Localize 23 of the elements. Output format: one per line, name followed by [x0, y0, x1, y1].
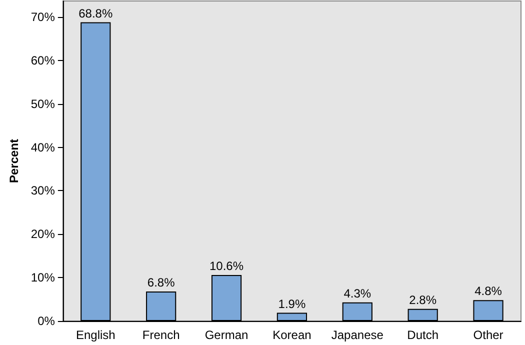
x-tick-label: English — [76, 328, 116, 342]
data-label: 2.8% — [409, 292, 437, 307]
y-tick-label: 60% — [30, 53, 56, 68]
y-tick-label: 0% — [38, 314, 56, 328]
x-tick-label: Korean — [272, 328, 312, 342]
data-label: 4.3% — [344, 286, 372, 300]
x-tick-label: French — [142, 328, 180, 342]
y-tick-label: 70% — [30, 10, 56, 24]
x-tick-label: Japanese — [331, 328, 384, 342]
y-tick-label: 20% — [30, 227, 56, 242]
data-label: 10.6% — [210, 258, 244, 273]
y-tick-label: 30% — [30, 184, 56, 198]
y-tick-label: 50% — [30, 96, 56, 111]
data-label: 68.8% — [78, 6, 113, 20]
y-tick-label: 10% — [30, 270, 56, 285]
data-label: 4.8% — [474, 284, 502, 298]
x-tick-label: Other — [473, 328, 504, 342]
x-tick-label: Dutch — [407, 328, 439, 342]
data-label: 1.9% — [278, 296, 306, 311]
x-tick-label: German — [204, 328, 248, 342]
y-axis-title: Percent — [7, 138, 21, 184]
data-label: 6.8% — [147, 275, 176, 290]
y-tick-label: 40% — [30, 140, 56, 154]
